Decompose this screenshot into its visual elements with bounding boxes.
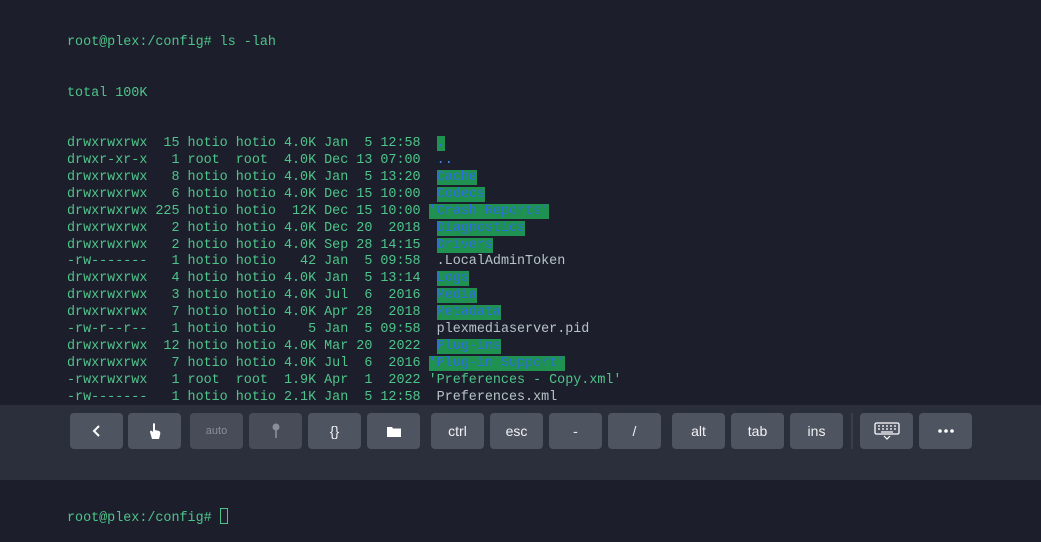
pin-icon bbox=[272, 423, 279, 438]
listing-row: drwxrwxrwx 3 hotio hotio 4.0K Jul 6 2016… bbox=[67, 288, 621, 305]
ctrl-key[interactable]: ctrl bbox=[431, 413, 484, 449]
folder-icon bbox=[386, 426, 401, 437]
listing-row: -rwxrwxrwx 1 root root 1.9K Apr 1 2022 'P… bbox=[67, 373, 621, 390]
file-info: drwxrwxrwx 8 hotio hotio 4.0K Jan 5 13:2… bbox=[67, 170, 421, 185]
file-name: . bbox=[436, 136, 445, 152]
listing-row: drwxrwxrwx 225 hotio hotio 12K Dec 15 10… bbox=[67, 203, 621, 221]
cursor bbox=[219, 507, 228, 524]
back-icon bbox=[92, 425, 100, 437]
tab-key[interactable]: tab bbox=[731, 413, 784, 449]
file-info: -rw-r--r-- 1 hotio hotio 5 Jan 5 09:58 bbox=[67, 322, 421, 338]
file-name: Plug-ins bbox=[436, 338, 501, 354]
file-info: drwxrwxrwx 7 hotio hotio 4.0K Jul 6 2016 bbox=[67, 355, 421, 371]
file-name: Logs bbox=[436, 271, 469, 287]
file-info: drwxrwxrwx 6 hotio hotio 4.0K Dec 15 10:… bbox=[67, 186, 421, 202]
file-info: -rw------- 1 hotio hotio 42 Jan 5 09:58 bbox=[67, 254, 421, 270]
listing-row: drwxr-xr-x 1 root root 4.0K Dec 13 07:00… bbox=[67, 153, 621, 170]
braces-key[interactable]: {} bbox=[308, 413, 361, 449]
listing-row: -rw------- 1 hotio hotio 2.1K Jan 5 12:5… bbox=[67, 390, 621, 407]
key-toolbar: auto {} ctrl esc - / alt tab ins bbox=[0, 405, 1041, 480]
screen: root@plex:/config# ls -lah total 100K dr… bbox=[0, 34, 1041, 526]
touch-key[interactable] bbox=[128, 413, 181, 449]
slash-key[interactable]: / bbox=[608, 413, 661, 449]
listing-row: drwxrwxrwx 12 hotio hotio 4.0K Mar 20 20… bbox=[67, 338, 621, 356]
back-key[interactable] bbox=[70, 413, 123, 449]
file-info: drwxrwxrwx 2 hotio hotio 4.0K Dec 20 201… bbox=[67, 220, 421, 236]
separator bbox=[851, 413, 853, 449]
file-info: drwxrwxrwx 15 hotio hotio 4.0K Jan 5 12:… bbox=[67, 136, 421, 152]
file-info: drwxrwxrwx 7 hotio hotio 4.0K Apr 28 201… bbox=[67, 305, 421, 321]
esc-key[interactable]: esc bbox=[490, 413, 543, 449]
listing-row: drwxrwxrwx 4 hotio hotio 4.0K Jan 5 13:1… bbox=[67, 271, 621, 288]
file-name: .LocalAdminToken bbox=[436, 254, 566, 270]
file-name: plexmediaserver.pid bbox=[436, 322, 590, 338]
file-name: Cache bbox=[436, 170, 477, 185]
touch-icon bbox=[149, 423, 160, 439]
file-info: drwxrwxrwx 3 hotio hotio 4.0K Jul 6 2016 bbox=[67, 288, 421, 304]
listing-row: -rw------- 1 hotio hotio 42 Jan 5 09:58.… bbox=[67, 254, 621, 271]
dash-key[interactable]: - bbox=[549, 413, 602, 449]
listing-row: drwxrwxrwx 2 hotio hotio 4.0K Sep 28 14:… bbox=[67, 237, 621, 255]
listing-row: drwxrwxrwx 6 hotio hotio 4.0K Dec 15 10:… bbox=[67, 186, 621, 204]
file-name: Metadata bbox=[436, 305, 501, 321]
pin-key[interactable] bbox=[249, 413, 302, 449]
listing-row: drwxrwxrwx 8 hotio hotio 4.0K Jan 5 13:2… bbox=[67, 170, 621, 187]
file-name: Codecs bbox=[436, 186, 485, 202]
file-info: -rw------- 1 hotio hotio 2.1K Jan 5 12:5… bbox=[67, 389, 421, 405]
folder-key[interactable] bbox=[367, 413, 420, 449]
file-name: Drivers bbox=[436, 237, 493, 253]
ins-key[interactable]: ins bbox=[790, 413, 843, 449]
listing-row: -rw-r--r-- 1 hotio hotio 5 Jan 5 09:58 pl… bbox=[67, 322, 621, 339]
listing-row: drwxrwxrwx 7 hotio hotio 4.0K Jul 6 2016… bbox=[67, 355, 621, 373]
file-name: 'Preferences - Copy.xml' bbox=[428, 372, 622, 388]
file-info: drwxrwxrwx 4 hotio hotio 4.0K Jan 5 13:1… bbox=[67, 271, 421, 287]
total-line: total 100K bbox=[67, 85, 148, 101]
file-info: drwxr-xr-x 1 root root 4.0K Dec 13 07:00 bbox=[67, 153, 421, 169]
alt-key[interactable]: alt bbox=[672, 413, 725, 449]
file-info: drwxrwxrwx 12 hotio hotio 4.0K Mar 20 20… bbox=[67, 338, 421, 354]
prompt: root@plex:/config# bbox=[67, 510, 212, 526]
auto-key[interactable]: auto bbox=[190, 413, 243, 449]
listing-row: drwxrwxrwx 7 hotio hotio 4.0K Apr 28 201… bbox=[67, 305, 621, 322]
listing-row: drwxrwxrwx 15 hotio hotio 4.0K Jan 5 12:… bbox=[67, 136, 621, 153]
file-name: .. bbox=[436, 153, 453, 169]
listing-row: drwxrwxrwx 2 hotio hotio 4.0K Dec 20 201… bbox=[67, 220, 621, 238]
file-info: drwxrwxrwx 225 hotio hotio 12K Dec 15 10… bbox=[67, 203, 421, 219]
file-name: Diagnostics bbox=[436, 220, 526, 236]
keyboard-key[interactable] bbox=[860, 413, 913, 449]
prompt-line: root@plex:/config# bbox=[67, 507, 621, 526]
file-name: 'Plug-in Support' bbox=[428, 355, 566, 371]
file-info: drwxrwxrwx 2 hotio hotio 4.0K Sep 28 14:… bbox=[67, 237, 421, 253]
file-info: -rwxrwxrwx 1 root root 1.9K Apr 1 2022 bbox=[67, 372, 421, 388]
file-name: Media bbox=[436, 288, 477, 304]
more-key[interactable] bbox=[919, 413, 972, 449]
more-icon bbox=[937, 429, 954, 433]
file-name: Preferences.xml bbox=[436, 389, 558, 405]
keyboard-icon bbox=[873, 422, 900, 440]
file-name: 'Crash Reports' bbox=[428, 203, 550, 219]
command-line: root@plex:/config# ls -lah bbox=[67, 34, 276, 50]
